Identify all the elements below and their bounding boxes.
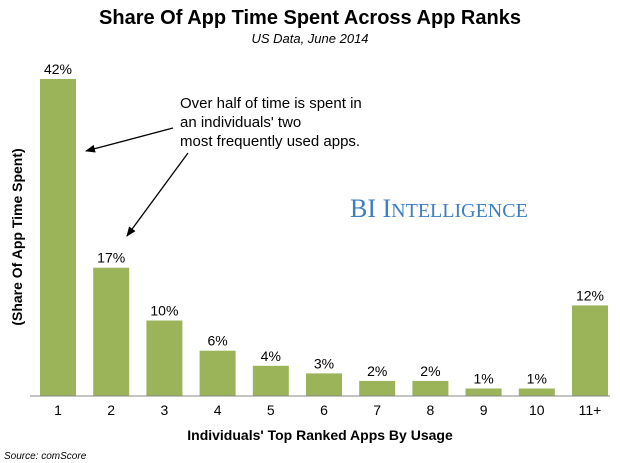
value-label-11+: 12% (576, 287, 604, 303)
value-label-7: 2% (367, 363, 387, 379)
bars (40, 79, 608, 396)
value-label-2: 17% (97, 250, 125, 266)
bar-8 (412, 380, 449, 396)
value-label-8: 2% (420, 363, 440, 379)
x-tick-2: 2 (107, 402, 115, 418)
value-label-4: 6% (207, 333, 227, 349)
annotation-line-3: most frequently used apps. (180, 133, 360, 150)
chart-subtitle: US Data, June 2014 (251, 31, 368, 46)
bar-4 (199, 350, 236, 396)
y-axis-label: (Share Of App Time Spent) (9, 148, 25, 325)
bar-9 (465, 388, 502, 396)
x-tick-11+: 11+ (579, 402, 602, 418)
bar-11+ (572, 305, 608, 396)
brand-logo: BI INTELLIGENCE (350, 194, 528, 223)
annotation-line-1: Over half of time is spent in (180, 95, 362, 112)
value-label-6: 3% (314, 355, 334, 371)
x-tick-4: 4 (214, 402, 222, 418)
x-tick-10: 10 (529, 402, 545, 418)
bar-5 (252, 365, 289, 396)
value-label-3: 10% (150, 303, 178, 319)
value-label-5: 4% (261, 348, 281, 364)
x-ticks: 1 2 3 4 5 6 7 8 9 10 11+ (54, 402, 601, 418)
annotation: Over half of time is spent in an individ… (85, 95, 362, 237)
annotation-arrow-2 (126, 152, 189, 237)
x-tick-5: 5 (267, 402, 275, 418)
bar-6 (306, 373, 342, 396)
bar-3 (146, 320, 183, 396)
value-label-1: 42% (44, 61, 72, 77)
source-note: Source: comScore (4, 451, 87, 462)
x-tick-7: 7 (373, 402, 381, 418)
bar-10 (518, 388, 555, 396)
x-tick-3: 3 (161, 402, 169, 418)
x-tick-1: 1 (54, 402, 62, 418)
bar-2 (93, 267, 130, 396)
x-axis-label: Individuals' Top Ranked Apps By Usage (187, 427, 453, 443)
x-tick-8: 8 (427, 402, 435, 418)
value-label-9: 1% (473, 371, 493, 387)
x-tick-9: 9 (480, 402, 488, 418)
value-label-10: 1% (527, 371, 547, 387)
bar-7 (359, 380, 396, 396)
chart-title: Share Of App Time Spent Across App Ranks (99, 7, 521, 29)
value-labels: 42% 17% 10% 6% 4% 3% 2% 2% 1% 1% 12% (44, 61, 604, 387)
bar-1 (40, 79, 76, 396)
annotation-arrow-1 (85, 127, 174, 153)
x-tick-6: 6 (320, 402, 328, 418)
annotation-line-2: an individuals' two (180, 114, 301, 131)
